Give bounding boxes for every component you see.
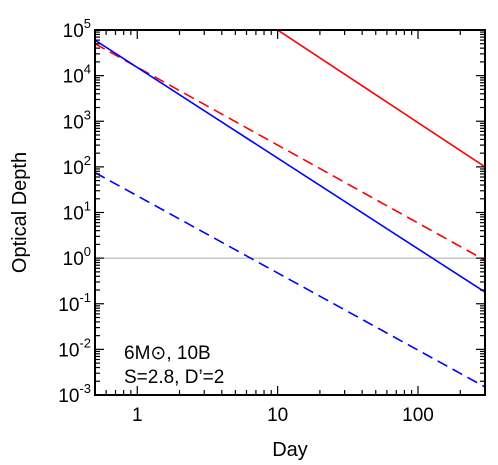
x-tick-label: 10 bbox=[267, 405, 288, 426]
tick-label-layer: 1 10 100 105 104 103 102 101 100 10-1 10-2 10-3 bbox=[58, 16, 434, 426]
series-line-4-blue-dashed bbox=[95, 171, 485, 388]
series-line-2-red-dashed bbox=[95, 43, 485, 261]
annotation-mass-line: 6M⊙, 10B bbox=[124, 343, 211, 364]
y-tick-label: 104 bbox=[63, 62, 91, 88]
y-tick-label: 102 bbox=[63, 153, 91, 179]
y-tick-label: 100 bbox=[63, 244, 91, 270]
series-layer bbox=[95, 30, 485, 388]
series-line-3-blue-solid bbox=[95, 39, 485, 293]
x-tick-label: 1 bbox=[132, 405, 143, 426]
plot-frame bbox=[94, 29, 486, 396]
y-tick-label: 10-1 bbox=[58, 290, 91, 316]
x-axis-label: Day bbox=[272, 439, 308, 461]
annotation-params-line: S=2.8, D’=2 bbox=[124, 367, 224, 388]
series-line-1-red-solid bbox=[277, 30, 485, 168]
y-tick-label: 103 bbox=[63, 107, 91, 133]
y-tick-label: 105 bbox=[63, 16, 91, 42]
x-tick-label: 100 bbox=[402, 405, 434, 426]
tick-layer bbox=[94, 29, 486, 396]
y-tick-label: 101 bbox=[63, 199, 91, 225]
y-axis-label: Optical Depth bbox=[9, 152, 31, 273]
y-tick-label: 10-2 bbox=[58, 335, 91, 361]
y-tick-label: 10-3 bbox=[58, 381, 91, 407]
